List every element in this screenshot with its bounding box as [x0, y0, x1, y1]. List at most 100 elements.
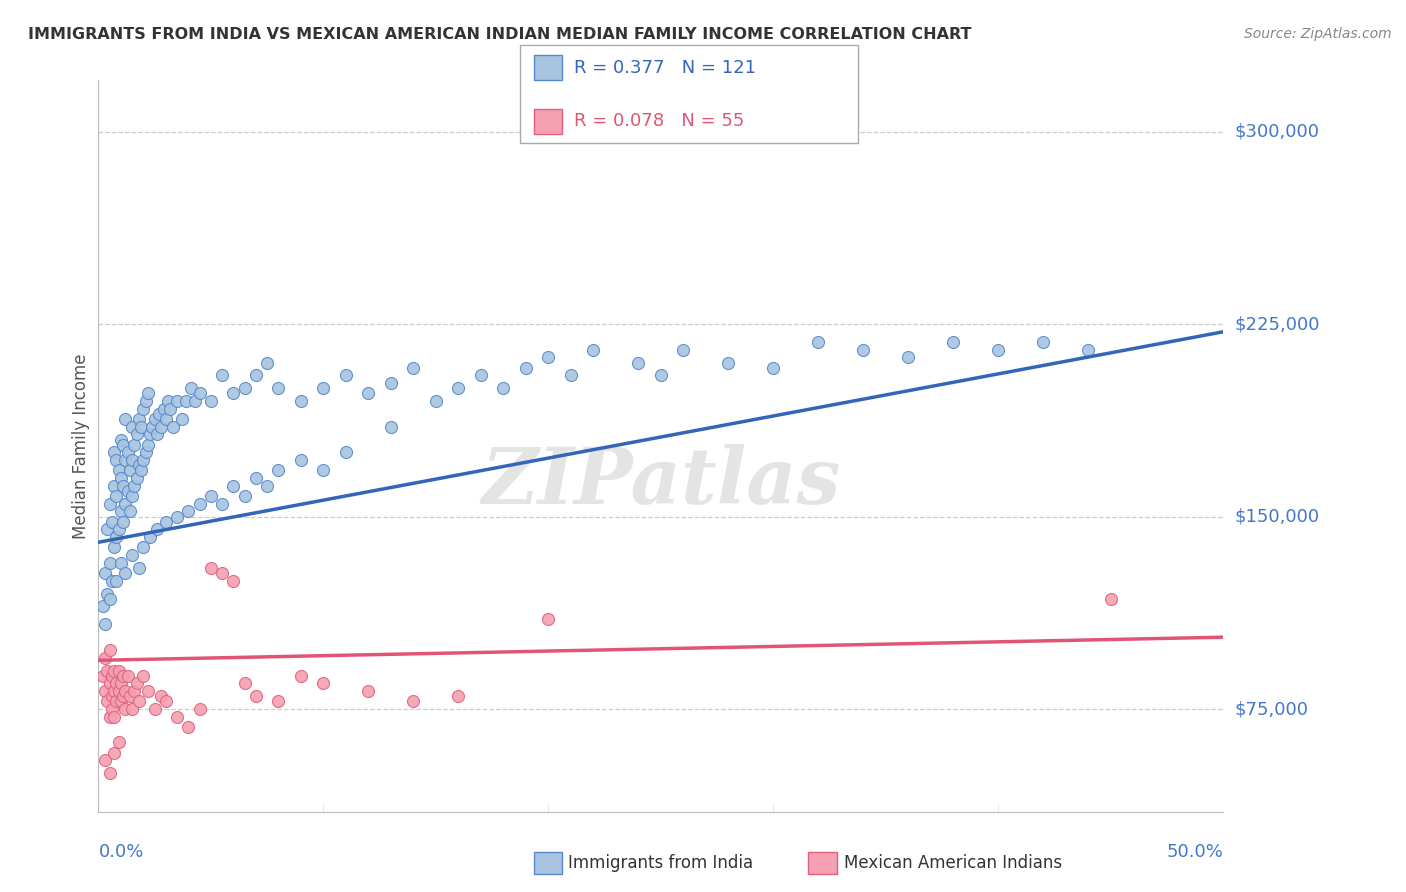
Point — [1099, 591, 1122, 606]
Point — [155, 694, 177, 708]
Point — [124, 684, 146, 698]
Point — [98, 766, 121, 780]
Point — [170, 412, 193, 426]
Point — [125, 676, 148, 690]
Point — [96, 664, 118, 678]
Text: $225,000: $225,000 — [1234, 315, 1320, 333]
Point — [256, 355, 278, 369]
Point — [380, 376, 402, 391]
Point — [117, 445, 139, 459]
Point — [627, 355, 650, 369]
Text: $300,000: $300,000 — [1234, 122, 1319, 141]
Point — [139, 530, 162, 544]
Point — [402, 360, 425, 375]
Point — [112, 515, 135, 529]
Point — [188, 702, 211, 716]
Point — [110, 471, 132, 485]
Point — [110, 433, 132, 447]
Point — [290, 453, 312, 467]
Point — [110, 556, 132, 570]
Point — [114, 412, 136, 426]
Point — [103, 664, 125, 678]
Point — [515, 360, 537, 375]
Point — [107, 664, 129, 678]
Text: Immigrants from India: Immigrants from India — [568, 855, 754, 872]
Point — [135, 394, 157, 409]
Point — [121, 453, 143, 467]
Point — [717, 355, 740, 369]
Text: $75,000: $75,000 — [1234, 700, 1309, 718]
Point — [112, 479, 135, 493]
Point — [290, 669, 312, 683]
Point — [141, 419, 163, 434]
Point — [114, 684, 136, 698]
Point — [135, 445, 157, 459]
Point — [91, 669, 114, 683]
Point — [103, 541, 125, 555]
Point — [121, 489, 143, 503]
Point — [107, 523, 129, 537]
Point — [245, 368, 267, 383]
Point — [155, 412, 177, 426]
Point — [245, 471, 267, 485]
Point — [110, 694, 132, 708]
Point — [447, 690, 470, 704]
Point — [672, 343, 695, 357]
Point — [335, 445, 357, 459]
Point — [105, 574, 128, 588]
Point — [425, 394, 447, 409]
Point — [560, 368, 582, 383]
Point — [470, 368, 492, 383]
Point — [148, 407, 170, 421]
Point — [121, 419, 143, 434]
Point — [121, 548, 143, 562]
Point — [91, 599, 114, 614]
Point — [105, 676, 128, 690]
Point — [98, 643, 121, 657]
Point — [107, 463, 129, 477]
Point — [256, 479, 278, 493]
Point — [312, 676, 335, 690]
Point — [852, 343, 875, 357]
Point — [211, 368, 233, 383]
Point — [132, 669, 155, 683]
Point — [290, 394, 312, 409]
Point — [98, 676, 121, 690]
Point — [118, 463, 141, 477]
Point — [136, 386, 159, 401]
Point — [110, 504, 132, 518]
Point — [128, 694, 150, 708]
Point — [94, 753, 117, 767]
Point — [143, 702, 166, 716]
Point — [118, 690, 141, 704]
Point — [166, 509, 188, 524]
Point — [177, 504, 200, 518]
Text: IMMIGRANTS FROM INDIA VS MEXICAN AMERICAN INDIAN MEDIAN FAMILY INCOME CORRELATIO: IMMIGRANTS FROM INDIA VS MEXICAN AMERICA… — [28, 27, 972, 42]
Text: Mexican American Indians: Mexican American Indians — [844, 855, 1062, 872]
Text: Source: ZipAtlas.com: Source: ZipAtlas.com — [1244, 27, 1392, 41]
Point — [139, 427, 162, 442]
Point — [159, 401, 181, 416]
Point — [103, 710, 125, 724]
Point — [124, 438, 146, 452]
Y-axis label: Median Family Income: Median Family Income — [72, 353, 90, 539]
Point — [174, 394, 197, 409]
Point — [96, 586, 118, 600]
Point — [402, 694, 425, 708]
Point — [114, 702, 136, 716]
Point — [211, 566, 233, 580]
Point — [103, 684, 125, 698]
Point — [101, 702, 124, 716]
Text: 50.0%: 50.0% — [1167, 843, 1223, 861]
Point — [492, 381, 515, 395]
Point — [1077, 343, 1099, 357]
Point — [233, 381, 256, 395]
Point — [136, 438, 159, 452]
Point — [150, 690, 173, 704]
Point — [103, 479, 125, 493]
Point — [124, 479, 146, 493]
Point — [357, 386, 380, 401]
Point — [121, 702, 143, 716]
Text: 0.0%: 0.0% — [98, 843, 143, 861]
Point — [105, 453, 128, 467]
